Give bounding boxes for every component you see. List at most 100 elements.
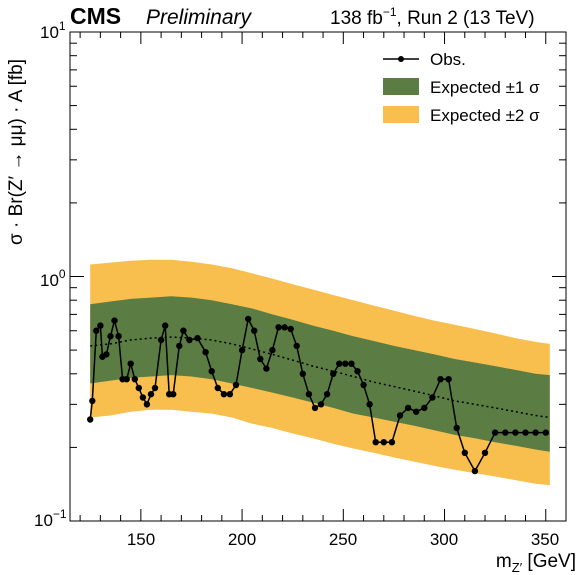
observed-point <box>157 336 165 344</box>
observed-point <box>388 439 396 446</box>
observed-point <box>317 401 325 408</box>
legend-band1-swatch <box>383 78 419 95</box>
observed-point <box>269 346 276 354</box>
observed-point <box>445 376 452 383</box>
observed-point <box>257 355 264 363</box>
cms-label: CMS <box>70 3 121 29</box>
observed-point <box>311 404 319 412</box>
observed-point <box>323 391 331 398</box>
x-tick-label: 150 <box>127 530 155 549</box>
observed-point <box>245 315 252 323</box>
observed-point <box>437 376 444 383</box>
observed-point <box>491 429 499 436</box>
observed-series <box>87 315 549 475</box>
observed-point <box>151 384 159 392</box>
band-1sigma <box>90 296 550 452</box>
observed-point <box>287 325 294 333</box>
observed-point <box>330 370 337 377</box>
observed-point <box>208 368 215 375</box>
observed-point <box>348 360 355 367</box>
observed-point <box>293 342 300 350</box>
observed-point <box>107 333 114 340</box>
observed-point <box>360 381 367 389</box>
observed-point <box>404 404 412 412</box>
x-tick-label: 250 <box>329 530 357 549</box>
y-tick-label: 10−1 <box>34 507 67 530</box>
observed-point <box>502 429 509 436</box>
luminosity-label: 138 fb−1, Run 2 (13 TeV) <box>330 5 535 29</box>
observed-point <box>226 391 234 398</box>
observed-point <box>202 349 209 356</box>
observed-point <box>251 327 258 334</box>
legend-observed-label: Obs. <box>430 50 466 69</box>
axis-ticks <box>70 32 567 522</box>
observed-point <box>115 333 122 340</box>
observed-point <box>336 360 343 367</box>
observed-point <box>135 384 142 392</box>
observed-point <box>143 401 151 408</box>
observed-point <box>87 416 94 423</box>
observed-point <box>111 317 118 324</box>
observed-point <box>139 394 147 401</box>
observed-point <box>97 322 104 329</box>
expected-median <box>90 336 550 419</box>
observed-point <box>532 429 539 436</box>
observed-point <box>275 324 282 331</box>
observed-point <box>186 336 193 344</box>
observed-point <box>396 412 404 419</box>
x-tick-label: 350 <box>531 530 559 549</box>
y-tick-label: 101 <box>40 19 66 42</box>
preliminary-label: Preliminary <box>146 6 253 29</box>
y-axis-title: σ · Br(Z′ → μμ) · A [fb] <box>6 59 27 245</box>
observed-point <box>103 351 110 358</box>
x-axis-title: mZ′ [GeV] <box>496 551 576 575</box>
observed-point <box>512 429 519 436</box>
observed-point <box>354 368 361 375</box>
legend-observed-marker <box>398 56 404 62</box>
observed-point <box>429 394 436 401</box>
observed-point <box>220 391 228 398</box>
observed-point <box>180 327 187 334</box>
observed-point <box>127 360 134 367</box>
x-tick-label: 200 <box>228 530 256 549</box>
observed-point <box>170 391 177 398</box>
observed-point <box>162 322 169 329</box>
observed-point <box>131 376 138 383</box>
observed-point <box>542 429 549 436</box>
x-tick-labels: 150 200 250 300 350 <box>127 530 559 549</box>
observed-point <box>366 401 373 408</box>
observed-point <box>380 439 387 446</box>
observed-point <box>176 342 183 350</box>
observed-point <box>342 360 349 367</box>
observed-point <box>522 429 529 436</box>
observed-point <box>305 391 313 398</box>
expected-bands <box>90 259 550 486</box>
legend-band1-label: Expected ±1 σ <box>430 78 540 97</box>
observed-point <box>194 334 201 342</box>
observed-point <box>372 439 379 446</box>
observed-point <box>471 467 479 475</box>
observed-point <box>453 424 460 432</box>
observed-point <box>461 449 468 456</box>
legend-band2-label: Expected ±2 σ <box>430 106 540 125</box>
observed-point <box>299 370 306 377</box>
y-tick-label: 100 <box>40 267 66 290</box>
observed-point <box>413 408 420 415</box>
observed-point <box>147 391 155 398</box>
observed-point <box>123 376 130 383</box>
legend: Obs. Expected ±1 σ Expected ±2 σ <box>383 50 540 125</box>
observed-point <box>263 365 270 372</box>
observed-point <box>421 404 428 412</box>
observed-point <box>281 324 288 331</box>
observed-point <box>238 346 246 354</box>
observed-point <box>232 381 240 389</box>
observed-point <box>214 384 221 392</box>
observed-point <box>93 327 100 334</box>
x-tick-label: 300 <box>430 530 458 549</box>
y-tick-labels: 10−1 100 101 <box>34 19 67 530</box>
observed-point <box>89 397 96 405</box>
legend-band2-swatch <box>383 106 419 123</box>
expected-median-line <box>90 336 550 419</box>
observed-point <box>481 449 489 456</box>
